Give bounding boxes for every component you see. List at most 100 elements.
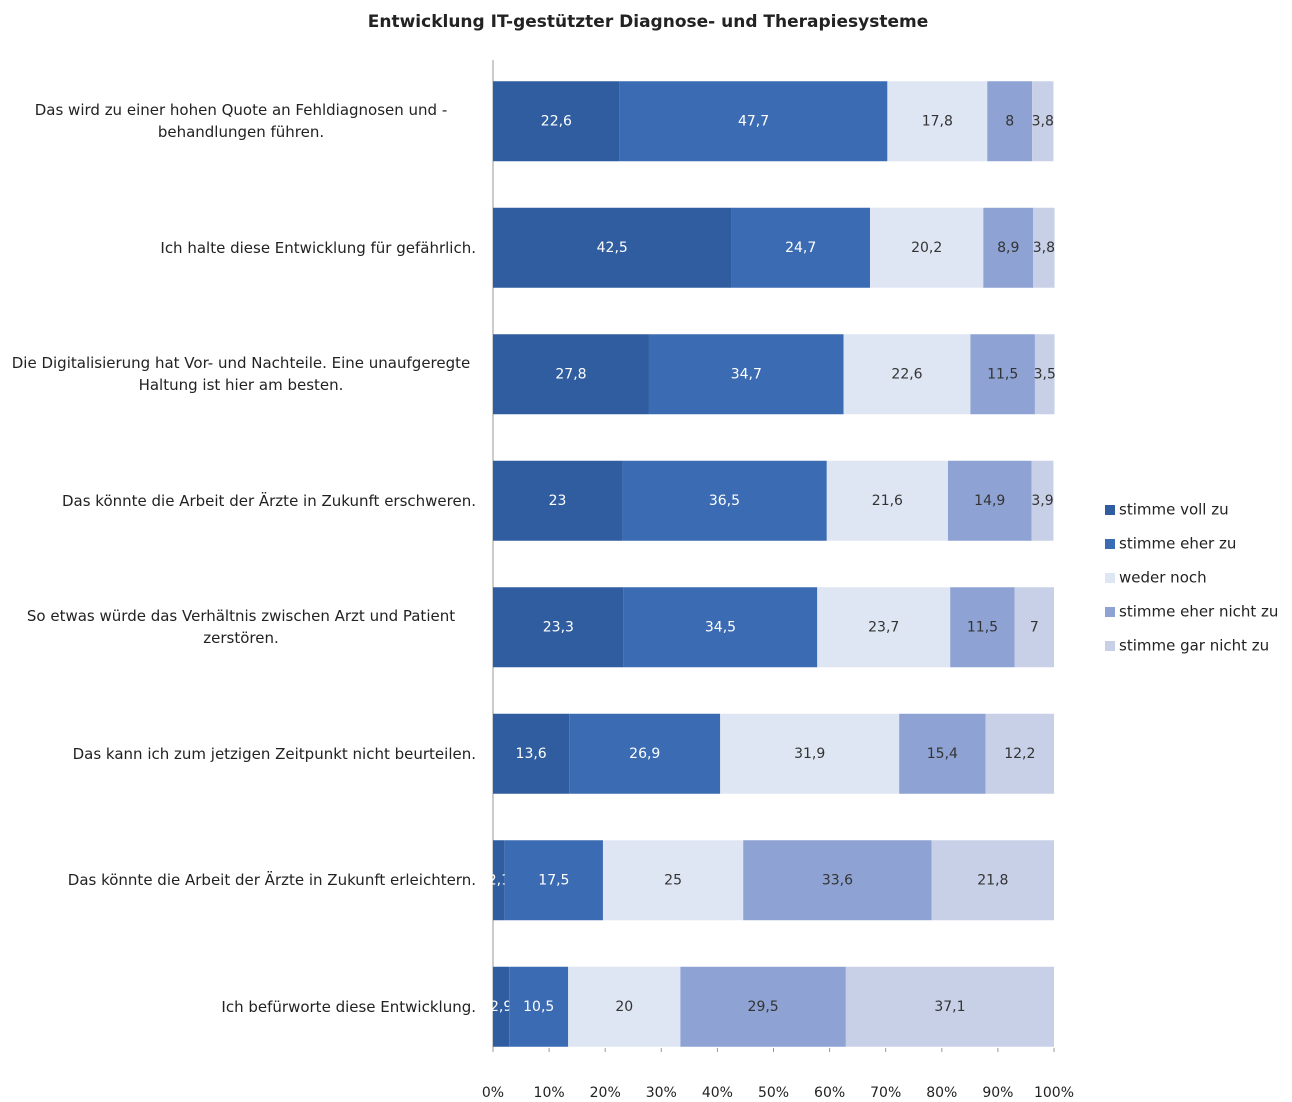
bar-segment bbox=[983, 207, 1034, 288]
x-tick-label: 20% bbox=[590, 1085, 621, 1101]
x-tick-label: 90% bbox=[982, 1085, 1013, 1101]
bar-segment bbox=[869, 207, 984, 288]
data-label: 20 bbox=[615, 999, 633, 1015]
data-label: 27,8 bbox=[555, 366, 586, 382]
data-label: 23,7 bbox=[868, 619, 899, 635]
data-label: 29,5 bbox=[748, 999, 779, 1015]
data-label: 3,8 bbox=[1032, 113, 1054, 129]
data-label: 47,7 bbox=[738, 113, 769, 129]
bar-segment bbox=[504, 840, 603, 921]
category-label: Das kann ich zum jetzigen Zeitpunkt nich… bbox=[0, 714, 476, 794]
legend-swatch bbox=[1105, 607, 1115, 617]
x-tick-label: 0% bbox=[482, 1085, 504, 1101]
data-label: 33,6 bbox=[822, 872, 853, 888]
x-tick-label: 70% bbox=[870, 1085, 901, 1101]
bar-segment bbox=[899, 713, 986, 794]
bar-segment bbox=[623, 587, 818, 668]
bar-segment bbox=[1014, 587, 1054, 668]
bar-segment bbox=[720, 713, 900, 794]
category-text: Das könnte die Arbeit der Ärzte in Zukun… bbox=[61, 491, 476, 510]
data-label: 17,8 bbox=[922, 113, 953, 129]
data-label: 15,4 bbox=[927, 746, 958, 762]
bar-segment bbox=[493, 966, 510, 1047]
data-label: 2,1 bbox=[488, 872, 510, 888]
legend-swatch bbox=[1105, 539, 1115, 549]
bar-segment bbox=[493, 334, 649, 415]
x-tick-label: 40% bbox=[702, 1085, 733, 1101]
bar-segment bbox=[887, 81, 988, 162]
category-text: Das kann ich zum jetzigen Zeitpunkt nich… bbox=[72, 744, 476, 763]
data-label: 23 bbox=[549, 493, 567, 509]
legend-swatch bbox=[1105, 505, 1115, 515]
legend-swatch bbox=[1105, 573, 1115, 583]
x-tick-label: 10% bbox=[534, 1085, 565, 1101]
data-label: 37,1 bbox=[934, 999, 965, 1015]
data-label: 8,9 bbox=[997, 240, 1019, 256]
data-label: 12,2 bbox=[1004, 746, 1035, 762]
data-label: 20,2 bbox=[911, 240, 942, 256]
x-tick-label: 30% bbox=[646, 1085, 677, 1101]
category-text: Die Digitalisierung hat Vor- und Nachtei… bbox=[11, 354, 471, 395]
data-label: 11,5 bbox=[967, 619, 998, 635]
data-label: 24,7 bbox=[785, 240, 816, 256]
bar-segment bbox=[970, 334, 1035, 415]
data-label: 25 bbox=[664, 872, 682, 888]
category-label: Das könnte die Arbeit der Ärzte in Zukun… bbox=[0, 461, 476, 541]
x-tick-label: 100% bbox=[1034, 1085, 1074, 1101]
bar-segment bbox=[843, 334, 971, 415]
data-label: 34,5 bbox=[705, 619, 736, 635]
legend-label: stimme voll zu bbox=[1119, 501, 1229, 519]
data-label: 22,6 bbox=[541, 113, 572, 129]
bar-segment bbox=[845, 966, 1054, 1047]
category-label: Das könnte die Arbeit der Ärzte in Zukun… bbox=[0, 840, 476, 920]
data-label: 8 bbox=[1005, 113, 1014, 129]
legend-swatch bbox=[1105, 641, 1115, 651]
data-label: 26,9 bbox=[629, 746, 660, 762]
category-label: Das wird zu einer hohen Quote an Fehldia… bbox=[0, 81, 476, 161]
data-label: 34,7 bbox=[731, 366, 762, 382]
x-tick-label: 50% bbox=[758, 1085, 789, 1101]
bar-segment bbox=[680, 966, 846, 1047]
data-label: 3,9 bbox=[1031, 493, 1053, 509]
bar-segment bbox=[987, 81, 1033, 162]
data-label: 31,9 bbox=[794, 746, 825, 762]
bar-segment bbox=[622, 460, 827, 541]
data-label: 42,5 bbox=[597, 240, 628, 256]
data-label: 21,8 bbox=[977, 872, 1008, 888]
bar-segment bbox=[493, 840, 505, 921]
x-tick-label: 80% bbox=[926, 1085, 957, 1101]
bar-segment bbox=[731, 207, 870, 288]
bar-segment bbox=[569, 713, 721, 794]
bar-segment bbox=[743, 840, 932, 921]
data-label: 17,5 bbox=[538, 872, 569, 888]
data-label: 11,5 bbox=[987, 366, 1018, 382]
bar-segment bbox=[947, 460, 1032, 541]
data-label: 3,8 bbox=[1033, 240, 1055, 256]
bar-segment bbox=[493, 207, 732, 288]
legend-label: stimme eher zu bbox=[1119, 535, 1236, 553]
bar-segment bbox=[985, 713, 1054, 794]
category-label: Die Digitalisierung hat Vor- und Nachtei… bbox=[0, 334, 476, 414]
category-text: Das könnte die Arbeit der Ärzte in Zukun… bbox=[67, 871, 476, 890]
data-label: 21,6 bbox=[872, 493, 903, 509]
bar-segment bbox=[568, 966, 681, 1047]
bar-segment bbox=[493, 587, 624, 668]
legend-label: stimme gar nicht zu bbox=[1119, 637, 1269, 655]
data-label: 36,5 bbox=[709, 493, 740, 509]
bar-segment bbox=[826, 460, 948, 541]
data-label: 23,3 bbox=[543, 619, 574, 635]
data-label: 13,6 bbox=[516, 746, 547, 762]
bar-segment bbox=[817, 587, 951, 668]
data-label: 2,9 bbox=[490, 999, 512, 1015]
bar-segment bbox=[509, 966, 569, 1047]
bar-segment bbox=[648, 334, 844, 415]
data-label: 22,6 bbox=[891, 366, 922, 382]
category-label: Ich halte diese Entwicklung für gefährli… bbox=[0, 208, 476, 288]
bar-segment bbox=[493, 81, 620, 162]
x-tick-label: 60% bbox=[814, 1085, 845, 1101]
bar-segment bbox=[1032, 81, 1054, 162]
bar-segment bbox=[931, 840, 1054, 921]
category-label: Ich befürworte diese Entwicklung. bbox=[0, 967, 476, 1047]
